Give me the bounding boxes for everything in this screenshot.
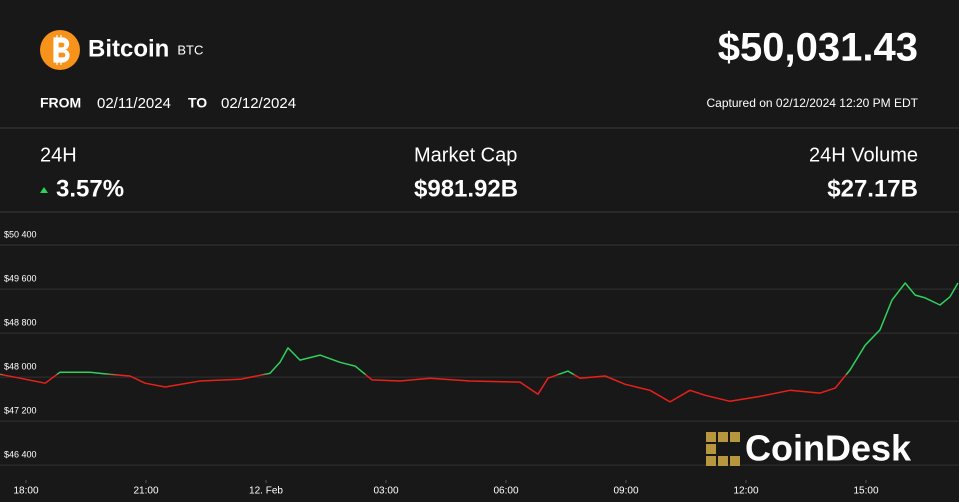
- from-label: FROM: [40, 95, 81, 111]
- x-tick-label: 09:00: [613, 486, 638, 497]
- y-tick-label: $48 800: [4, 317, 37, 327]
- stat-value: $27.17B: [827, 175, 918, 202]
- x-tick-label: 21:00: [133, 486, 158, 497]
- stat-value: 3.57%: [56, 175, 124, 202]
- y-tick-label: $50 400: [4, 229, 37, 239]
- asset-symbol: BTC: [177, 42, 203, 57]
- to-label: TO: [188, 95, 207, 111]
- stat-label: Market Cap: [414, 144, 517, 166]
- up-arrow: [40, 187, 48, 193]
- stat-value: $981.92B: [414, 175, 518, 202]
- asset-name: Bitcoin: [88, 35, 169, 62]
- to-date: 02/12/2024: [221, 95, 296, 112]
- stat-label: 24H Volume: [809, 144, 918, 166]
- from-date: 02/11/2024: [97, 95, 171, 112]
- captured: Captured on 02/12/2024 12:20 PM EDT: [707, 96, 919, 110]
- x-tick-label: 12. Feb: [249, 486, 283, 497]
- x-tick-label: 18:00: [13, 486, 38, 497]
- x-tick-label: 15:00: [853, 486, 878, 497]
- watermark-logo: [706, 432, 740, 466]
- y-tick-label: $49 600: [4, 273, 37, 283]
- y-tick-label: $47 200: [4, 406, 37, 416]
- x-tick-label: 06:00: [493, 486, 518, 497]
- watermark: CoinDesk: [745, 428, 912, 469]
- bitcoin-logo: [40, 30, 80, 70]
- stat-label: 24H: [40, 144, 77, 166]
- x-tick-label: 03:00: [373, 486, 398, 497]
- y-tick-label: $48 000: [4, 361, 37, 371]
- y-tick-label: $46 400: [4, 450, 37, 460]
- x-tick-label: 12:00: [733, 486, 758, 497]
- price: $50,031.43: [718, 26, 918, 70]
- price-line: [0, 282, 959, 403]
